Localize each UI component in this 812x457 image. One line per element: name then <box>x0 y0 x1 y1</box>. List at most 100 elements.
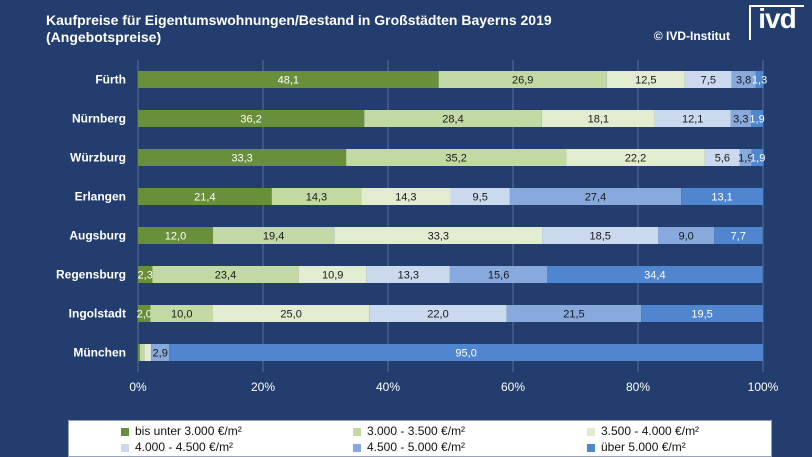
category-label: Regensburg <box>56 268 126 282</box>
bar-segment <box>150 344 152 361</box>
data-label: 9,5 <box>473 192 488 204</box>
logo-text: ivd <box>758 3 796 34</box>
bar-segment <box>213 305 370 322</box>
data-label: 18,1 <box>588 114 609 126</box>
data-label: 21,5 <box>563 309 584 321</box>
data-label: 12,1 <box>682 114 703 126</box>
category-label: Erlangen <box>75 190 126 204</box>
bar-segment <box>361 188 451 205</box>
bar-segment <box>714 227 763 244</box>
data-label: 13,3 <box>398 270 419 282</box>
data-label: 13,1 <box>711 192 732 204</box>
legend-swatch <box>587 427 595 436</box>
logo-frame-icon <box>749 5 804 40</box>
bar-segment <box>739 149 752 166</box>
data-label: 3,8 <box>736 75 751 87</box>
legend-item: 3.500 - 4.000 €/m² <box>587 423 699 439</box>
bar-segment <box>506 305 642 322</box>
bar-segment <box>704 149 740 166</box>
data-label: 36,2 <box>240 114 261 126</box>
x-tick-label: 40% <box>376 380 400 394</box>
data-label: 2,9 <box>153 348 168 360</box>
x-tick-label: 60% <box>501 380 525 394</box>
bar-segment <box>138 149 347 166</box>
legend-label: 3.000 - 3.500 €/m² <box>367 424 466 438</box>
bar-segment <box>681 188 763 205</box>
chart-title: Kaufpreise für Eigentumswohnungen/Bestan… <box>46 12 552 45</box>
bar-segment <box>566 149 705 166</box>
data-label: 21,4 <box>194 192 215 204</box>
legend-item: 4.000 - 4.500 €/m² <box>121 439 233 455</box>
data-label: 3,3 <box>733 114 748 126</box>
bar-segment <box>509 188 682 205</box>
legend-label: 4.500 - 5.000 €/m² <box>367 440 466 454</box>
bar-segment <box>641 305 763 322</box>
data-label: 7,7 <box>731 231 746 243</box>
bar-segment <box>541 110 655 127</box>
bar-segment <box>169 344 763 361</box>
data-label: 12,0 <box>165 231 186 243</box>
data-label: 12,5 <box>635 75 656 87</box>
category-label: Fürth <box>95 73 126 87</box>
data-label: 95,0 <box>455 348 476 360</box>
data-label: 2,0 <box>137 309 152 321</box>
data-label: 1,3 <box>752 75 767 87</box>
bar-segment <box>438 71 607 88</box>
data-label: 22,2 <box>625 153 646 165</box>
bar-segment <box>606 71 685 88</box>
data-label: 14,3 <box>306 192 327 204</box>
legend-swatch <box>121 443 129 452</box>
bar-segment <box>366 266 450 283</box>
bar-segment <box>138 71 439 88</box>
bar-segment <box>751 110 763 127</box>
data-label: 23,4 <box>215 270 236 282</box>
legend-label: über 5.000 €/m² <box>601 440 686 454</box>
data-label: 1,9 <box>738 153 753 165</box>
legend-label: 3.500 - 4.000 €/m² <box>601 424 700 438</box>
bar-segment <box>138 266 153 283</box>
bar-segment <box>213 227 335 244</box>
category-label: Ingolstadt <box>69 307 126 321</box>
bar-segment <box>450 188 510 205</box>
bar-segment <box>346 149 567 166</box>
data-label: 14,3 <box>395 192 416 204</box>
bar-segment <box>138 305 151 322</box>
data-label: 27,4 <box>585 192 606 204</box>
legend-swatch <box>353 443 361 452</box>
ivd-logo: ivd <box>748 2 806 42</box>
category-label: Augsburg <box>69 229 126 243</box>
data-label: 9,0 <box>678 231 693 243</box>
bar-segment <box>369 305 507 322</box>
data-label: 10,9 <box>322 270 343 282</box>
bar-segment <box>731 71 756 88</box>
bar-segment <box>139 344 145 361</box>
bar-segment <box>547 266 763 283</box>
data-label: 7,5 <box>701 75 716 87</box>
data-label: 33,3 <box>231 153 252 165</box>
bar-segment <box>138 344 140 361</box>
plot-area <box>138 60 763 372</box>
x-tick-label: 20% <box>251 380 275 394</box>
data-label: 26,9 <box>512 75 533 87</box>
bar-segment <box>334 227 543 244</box>
data-label: 5,6 <box>715 153 730 165</box>
data-label: 1,9 <box>749 114 764 126</box>
bar-segment <box>654 110 731 127</box>
copyright-note: © IVD-Institut <box>653 29 730 43</box>
data-label: 18,5 <box>589 231 610 243</box>
legend-swatch <box>353 427 361 436</box>
bar-segment <box>364 110 542 127</box>
data-label: 10,0 <box>171 309 192 321</box>
legend-item: bis unter 3.000 €/m² <box>121 423 242 439</box>
legend-item: über 5.000 €/m² <box>587 439 686 455</box>
data-label: 15,6 <box>488 270 509 282</box>
data-label: 19,4 <box>263 231 284 243</box>
bar-segment <box>658 227 715 244</box>
legend-item: 3.000 - 3.500 €/m² <box>353 423 465 439</box>
x-tick-label: 80% <box>626 380 650 394</box>
data-label: 22,0 <box>427 309 448 321</box>
data-label: 1,9 <box>750 153 765 165</box>
category-label: Nürnberg <box>72 112 126 126</box>
bar-segment <box>138 110 365 127</box>
bar-segment <box>151 344 170 361</box>
